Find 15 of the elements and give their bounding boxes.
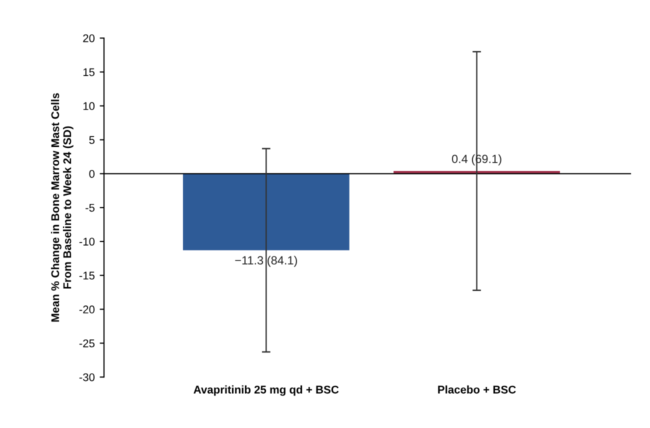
y-tick-label: 15 xyxy=(83,68,95,76)
y-axis-title: Mean % Change in Bone Marrow Mast Cells From Baseline to Week 24 (SD) xyxy=(50,93,74,322)
x-tick-label: Avapritinib 25 mg qd + BSC xyxy=(194,385,339,396)
y-tick-label: -10 xyxy=(79,238,95,246)
y-tick-label: -25 xyxy=(79,339,95,348)
x-tick-label: Placebo + BSC xyxy=(438,385,516,394)
y-tick-label: 10 xyxy=(83,102,95,110)
y-tick-label: 20 xyxy=(83,34,95,42)
y-tick-label: -30 xyxy=(79,373,95,382)
y-tick-label: 0 xyxy=(89,170,95,178)
y-tick-label: -15 xyxy=(79,272,95,280)
y-tick-label: 5 xyxy=(89,136,95,144)
y-tick-label: -20 xyxy=(79,306,95,314)
data-label: −11.3 (84.1) xyxy=(235,256,297,267)
y-tick-label: -5 xyxy=(86,204,95,212)
